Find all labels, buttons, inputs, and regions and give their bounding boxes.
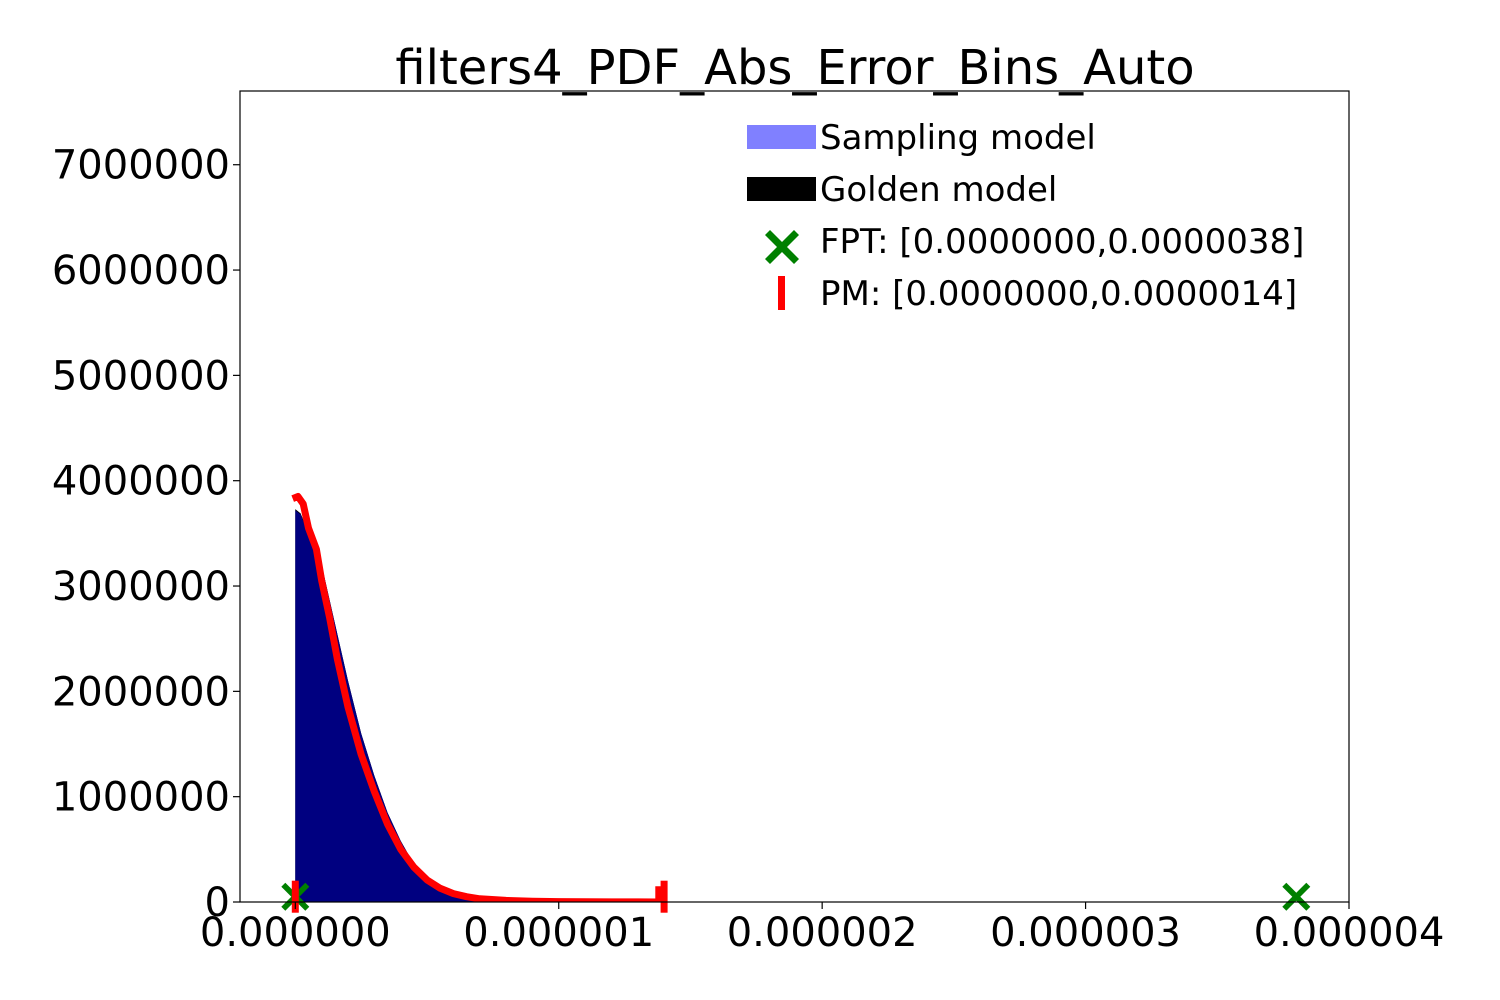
axes: 0.000000 0.000001 0.000002 0.000003 0.000004… (52, 90, 1445, 956)
y-tick-label-1: 1000000 (52, 775, 230, 821)
pm-marker-0 (291, 880, 299, 913)
legend-swatch-1 (747, 177, 816, 201)
x-tick-label-2: 0.000002 (727, 910, 918, 956)
x-tick-label-4: 0.000004 (1254, 910, 1445, 956)
chart-title: filters4_PDF_Abs_Error_Bins_Auto (395, 40, 1194, 96)
sampling-model-histogram (295, 510, 665, 902)
legend-fpt-icon-shape (765, 230, 799, 264)
fpt-marker-shape-1 (1282, 882, 1311, 911)
plot-frame (239, 90, 1350, 903)
y-tick-label-6: 6000000 (52, 248, 230, 294)
y-tick-label-7: 7000000 (52, 143, 230, 189)
x-tick-label-3: 0.000003 (990, 910, 1181, 956)
y-tick-label-2: 2000000 (52, 669, 230, 715)
pm-marker-1 (660, 880, 668, 913)
legend-label-0: Sampling model (820, 118, 1096, 158)
legend-pm-icon (778, 276, 785, 310)
y-tick-label-0: 0 (205, 880, 230, 926)
legend-fpt-icon (765, 230, 799, 264)
legend: Sampling model Golden model FPT: [0.000000… (747, 118, 1304, 314)
legend-label-2: FPT: [0.0000000,0.0000038] (820, 222, 1304, 262)
plot-clipped (291, 493, 665, 902)
plot-area (281, 493, 1311, 913)
y-tick-label-3: 3000000 (52, 564, 230, 610)
y-tick-label-5: 5000000 (52, 353, 230, 399)
x-tick-label-1: 0.000001 (463, 910, 654, 956)
y-tick-label-4: 4000000 (52, 459, 230, 505)
fpt-marker-1 (1282, 882, 1311, 911)
legend-label-1: Golden model (820, 170, 1057, 210)
legend-swatch-0 (747, 125, 816, 149)
legend-label-3: PM: [0.0000000,0.0000014] (820, 274, 1297, 314)
x-tick-label-0: 0.000000 (200, 910, 391, 956)
